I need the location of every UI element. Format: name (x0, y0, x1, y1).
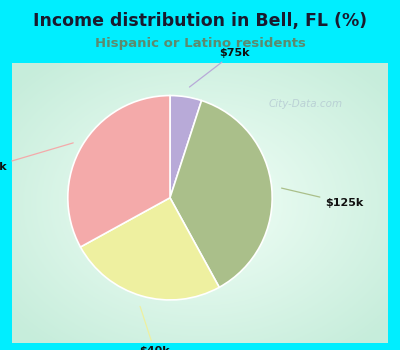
Text: $40k: $40k (139, 306, 170, 350)
Wedge shape (170, 100, 272, 287)
Text: $75k: $75k (190, 48, 250, 87)
Wedge shape (68, 96, 170, 247)
Wedge shape (170, 96, 202, 198)
Text: $125k: $125k (282, 188, 364, 208)
Wedge shape (80, 198, 219, 300)
Text: $60k: $60k (0, 143, 73, 172)
Text: Income distribution in Bell, FL (%): Income distribution in Bell, FL (%) (33, 12, 367, 30)
Text: Hispanic or Latino residents: Hispanic or Latino residents (94, 37, 306, 50)
Text: City-Data.com: City-Data.com (269, 99, 343, 110)
